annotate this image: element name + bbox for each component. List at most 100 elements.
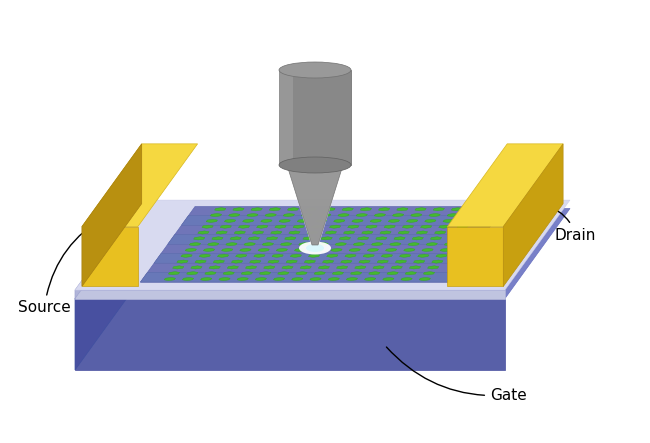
Polygon shape (402, 225, 413, 228)
Polygon shape (320, 214, 331, 217)
Polygon shape (203, 249, 214, 252)
Polygon shape (331, 249, 342, 252)
Polygon shape (287, 165, 343, 245)
Polygon shape (259, 272, 271, 275)
Polygon shape (337, 266, 348, 269)
Polygon shape (465, 214, 476, 217)
Polygon shape (461, 219, 473, 222)
Polygon shape (279, 219, 291, 222)
Polygon shape (216, 231, 228, 234)
Polygon shape (140, 206, 504, 282)
Polygon shape (168, 234, 484, 244)
Polygon shape (391, 266, 402, 269)
Polygon shape (433, 208, 445, 211)
Polygon shape (338, 214, 349, 217)
Polygon shape (439, 225, 450, 228)
Polygon shape (75, 200, 140, 299)
Polygon shape (341, 260, 352, 263)
Polygon shape (382, 254, 393, 257)
Polygon shape (255, 277, 266, 280)
Polygon shape (274, 277, 285, 280)
Polygon shape (447, 144, 563, 227)
Polygon shape (383, 277, 394, 280)
Polygon shape (244, 242, 255, 246)
Polygon shape (219, 277, 230, 280)
Polygon shape (181, 216, 498, 225)
Polygon shape (211, 214, 222, 217)
Polygon shape (261, 219, 272, 222)
Polygon shape (503, 144, 563, 287)
Polygon shape (376, 237, 387, 240)
Polygon shape (227, 266, 239, 269)
Polygon shape (342, 208, 354, 211)
Polygon shape (451, 208, 463, 211)
Polygon shape (164, 277, 176, 280)
Polygon shape (286, 260, 297, 263)
Polygon shape (290, 254, 302, 257)
Polygon shape (75, 299, 505, 370)
Polygon shape (404, 249, 415, 252)
Polygon shape (369, 272, 380, 275)
Polygon shape (246, 266, 257, 269)
Polygon shape (206, 219, 218, 222)
Polygon shape (371, 242, 383, 246)
Polygon shape (283, 214, 294, 217)
Polygon shape (335, 242, 346, 246)
Polygon shape (384, 225, 395, 228)
Text: Drain: Drain (543, 205, 597, 242)
Polygon shape (278, 272, 289, 275)
Polygon shape (355, 266, 366, 269)
Polygon shape (262, 242, 274, 246)
Polygon shape (322, 260, 334, 263)
Polygon shape (333, 219, 345, 222)
Polygon shape (429, 214, 440, 217)
Polygon shape (400, 254, 411, 257)
Polygon shape (202, 225, 213, 228)
Polygon shape (363, 254, 374, 257)
Polygon shape (185, 249, 196, 252)
Polygon shape (235, 254, 247, 257)
Ellipse shape (279, 157, 351, 173)
Polygon shape (366, 225, 377, 228)
Polygon shape (447, 227, 503, 287)
Polygon shape (217, 254, 229, 257)
Polygon shape (380, 231, 391, 234)
Polygon shape (343, 231, 355, 234)
Polygon shape (395, 260, 407, 263)
Polygon shape (350, 272, 362, 275)
Polygon shape (304, 260, 315, 263)
Polygon shape (247, 214, 258, 217)
Polygon shape (207, 242, 219, 246)
Polygon shape (154, 253, 471, 263)
Polygon shape (279, 70, 293, 165)
Ellipse shape (279, 62, 351, 78)
Polygon shape (257, 225, 268, 228)
Polygon shape (276, 249, 287, 252)
Polygon shape (436, 254, 447, 257)
Polygon shape (294, 249, 305, 252)
Polygon shape (300, 266, 311, 269)
Polygon shape (75, 209, 140, 370)
Polygon shape (293, 225, 304, 228)
Polygon shape (367, 249, 378, 252)
Polygon shape (187, 272, 198, 275)
Polygon shape (307, 231, 318, 234)
Polygon shape (314, 272, 326, 275)
Polygon shape (315, 219, 327, 222)
Polygon shape (310, 277, 321, 280)
Polygon shape (352, 219, 363, 222)
Polygon shape (416, 231, 428, 234)
Polygon shape (302, 214, 313, 217)
Polygon shape (324, 208, 335, 211)
Polygon shape (412, 237, 423, 240)
Polygon shape (183, 277, 194, 280)
Polygon shape (423, 272, 435, 275)
Polygon shape (348, 225, 359, 228)
Polygon shape (321, 237, 332, 240)
Polygon shape (378, 208, 390, 211)
Polygon shape (75, 290, 505, 299)
Polygon shape (356, 214, 367, 217)
Polygon shape (327, 254, 338, 257)
Polygon shape (279, 70, 351, 165)
Polygon shape (75, 209, 570, 299)
